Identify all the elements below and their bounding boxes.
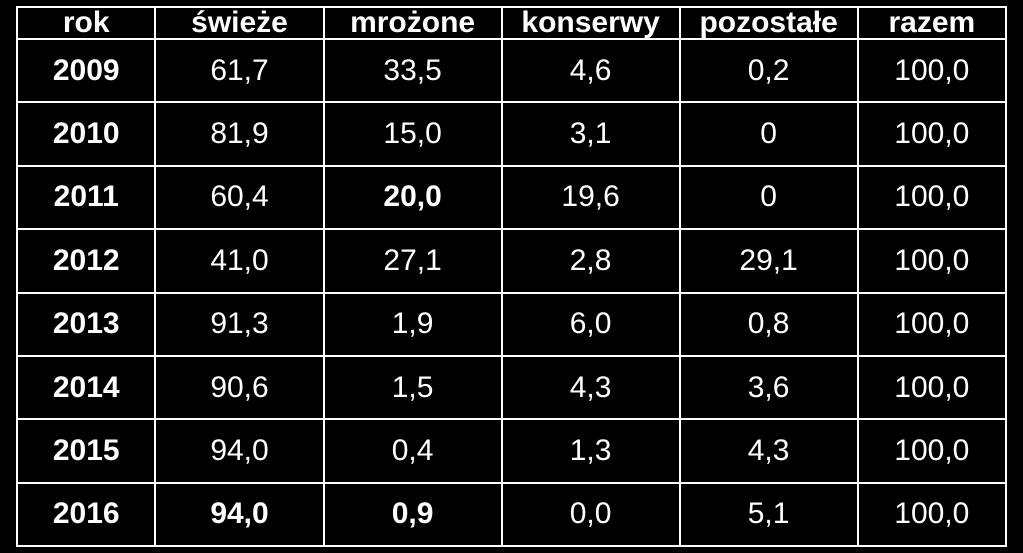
cell-swieze: 81,9 [155, 102, 323, 165]
cell-pozostale: 5,1 [680, 483, 858, 546]
cell-mrozone: 1,5 [324, 356, 502, 419]
cell-rok: 2011 [17, 166, 155, 229]
col-header-swieze: świeże [155, 7, 323, 39]
cell-rok: 2009 [17, 39, 155, 102]
col-header-razem: razem [858, 7, 1006, 39]
cell-mrozone: 1,9 [324, 293, 502, 356]
table-row: 2015 94,0 0,4 1,3 4,3 100,0 [17, 419, 1006, 482]
cell-swieze: 90,6 [155, 356, 323, 419]
cell-rok: 2010 [17, 102, 155, 165]
cell-swieze: 91,3 [155, 293, 323, 356]
cell-mrozone: 33,5 [324, 39, 502, 102]
cell-mrozone: 27,1 [324, 229, 502, 292]
cell-konserwy: 4,6 [502, 39, 680, 102]
cell-konserwy: 19,6 [502, 166, 680, 229]
cell-swieze: 61,7 [155, 39, 323, 102]
cell-razem: 100,0 [858, 483, 1006, 546]
table-header-row: rok świeże mrożone konserwy pozostałe ra… [17, 7, 1006, 39]
cell-konserwy: 0,0 [502, 483, 680, 546]
col-header-rok: rok [17, 7, 155, 39]
cell-rok: 2013 [17, 293, 155, 356]
cell-pozostale: 3,6 [680, 356, 858, 419]
cell-pozostale: 4,3 [680, 419, 858, 482]
cell-rok: 2015 [17, 419, 155, 482]
cell-pozostale: 0 [680, 102, 858, 165]
cell-konserwy: 4,3 [502, 356, 680, 419]
cell-pozostale: 0,2 [680, 39, 858, 102]
table-row: 2011 60,4 20,0 19,6 0 100,0 [17, 166, 1006, 229]
cell-konserwy: 1,3 [502, 419, 680, 482]
cell-swieze: 94,0 [155, 419, 323, 482]
data-table: rok świeże mrożone konserwy pozostałe ra… [16, 6, 1007, 547]
cell-swieze: 60,4 [155, 166, 323, 229]
col-header-pozostale: pozostałe [680, 7, 858, 39]
cell-razem: 100,0 [858, 419, 1006, 482]
cell-mrozone: 20,0 [324, 166, 502, 229]
cell-razem: 100,0 [858, 293, 1006, 356]
table-row: 2010 81,9 15,0 3,1 0 100,0 [17, 102, 1006, 165]
cell-rok: 2012 [17, 229, 155, 292]
table-row: 2013 91,3 1,9 6,0 0,8 100,0 [17, 293, 1006, 356]
cell-razem: 100,0 [858, 229, 1006, 292]
cell-pozostale: 0 [680, 166, 858, 229]
cell-rok: 2016 [17, 483, 155, 546]
table-row: 2012 41,0 27,1 2,8 29,1 100,0 [17, 229, 1006, 292]
cell-konserwy: 6,0 [502, 293, 680, 356]
cell-swieze: 41,0 [155, 229, 323, 292]
table-row: 2016 94,0 0,9 0,0 5,1 100,0 [17, 483, 1006, 546]
cell-razem: 100,0 [858, 39, 1006, 102]
col-header-mrozone: mrożone [324, 7, 502, 39]
table-row: 2014 90,6 1,5 4,3 3,6 100,0 [17, 356, 1006, 419]
cell-mrozone: 15,0 [324, 102, 502, 165]
cell-mrozone: 0,9 [324, 483, 502, 546]
table-container: rok świeże mrożone konserwy pozostałe ra… [0, 0, 1023, 553]
cell-swieze: 94,0 [155, 483, 323, 546]
cell-pozostale: 0,8 [680, 293, 858, 356]
col-header-konserwy: konserwy [502, 7, 680, 39]
cell-pozostale: 29,1 [680, 229, 858, 292]
cell-konserwy: 3,1 [502, 102, 680, 165]
cell-mrozone: 0,4 [324, 419, 502, 482]
cell-razem: 100,0 [858, 102, 1006, 165]
cell-razem: 100,0 [858, 166, 1006, 229]
cell-konserwy: 2,8 [502, 229, 680, 292]
table-row: 2009 61,7 33,5 4,6 0,2 100,0 [17, 39, 1006, 102]
cell-razem: 100,0 [858, 356, 1006, 419]
cell-rok: 2014 [17, 356, 155, 419]
